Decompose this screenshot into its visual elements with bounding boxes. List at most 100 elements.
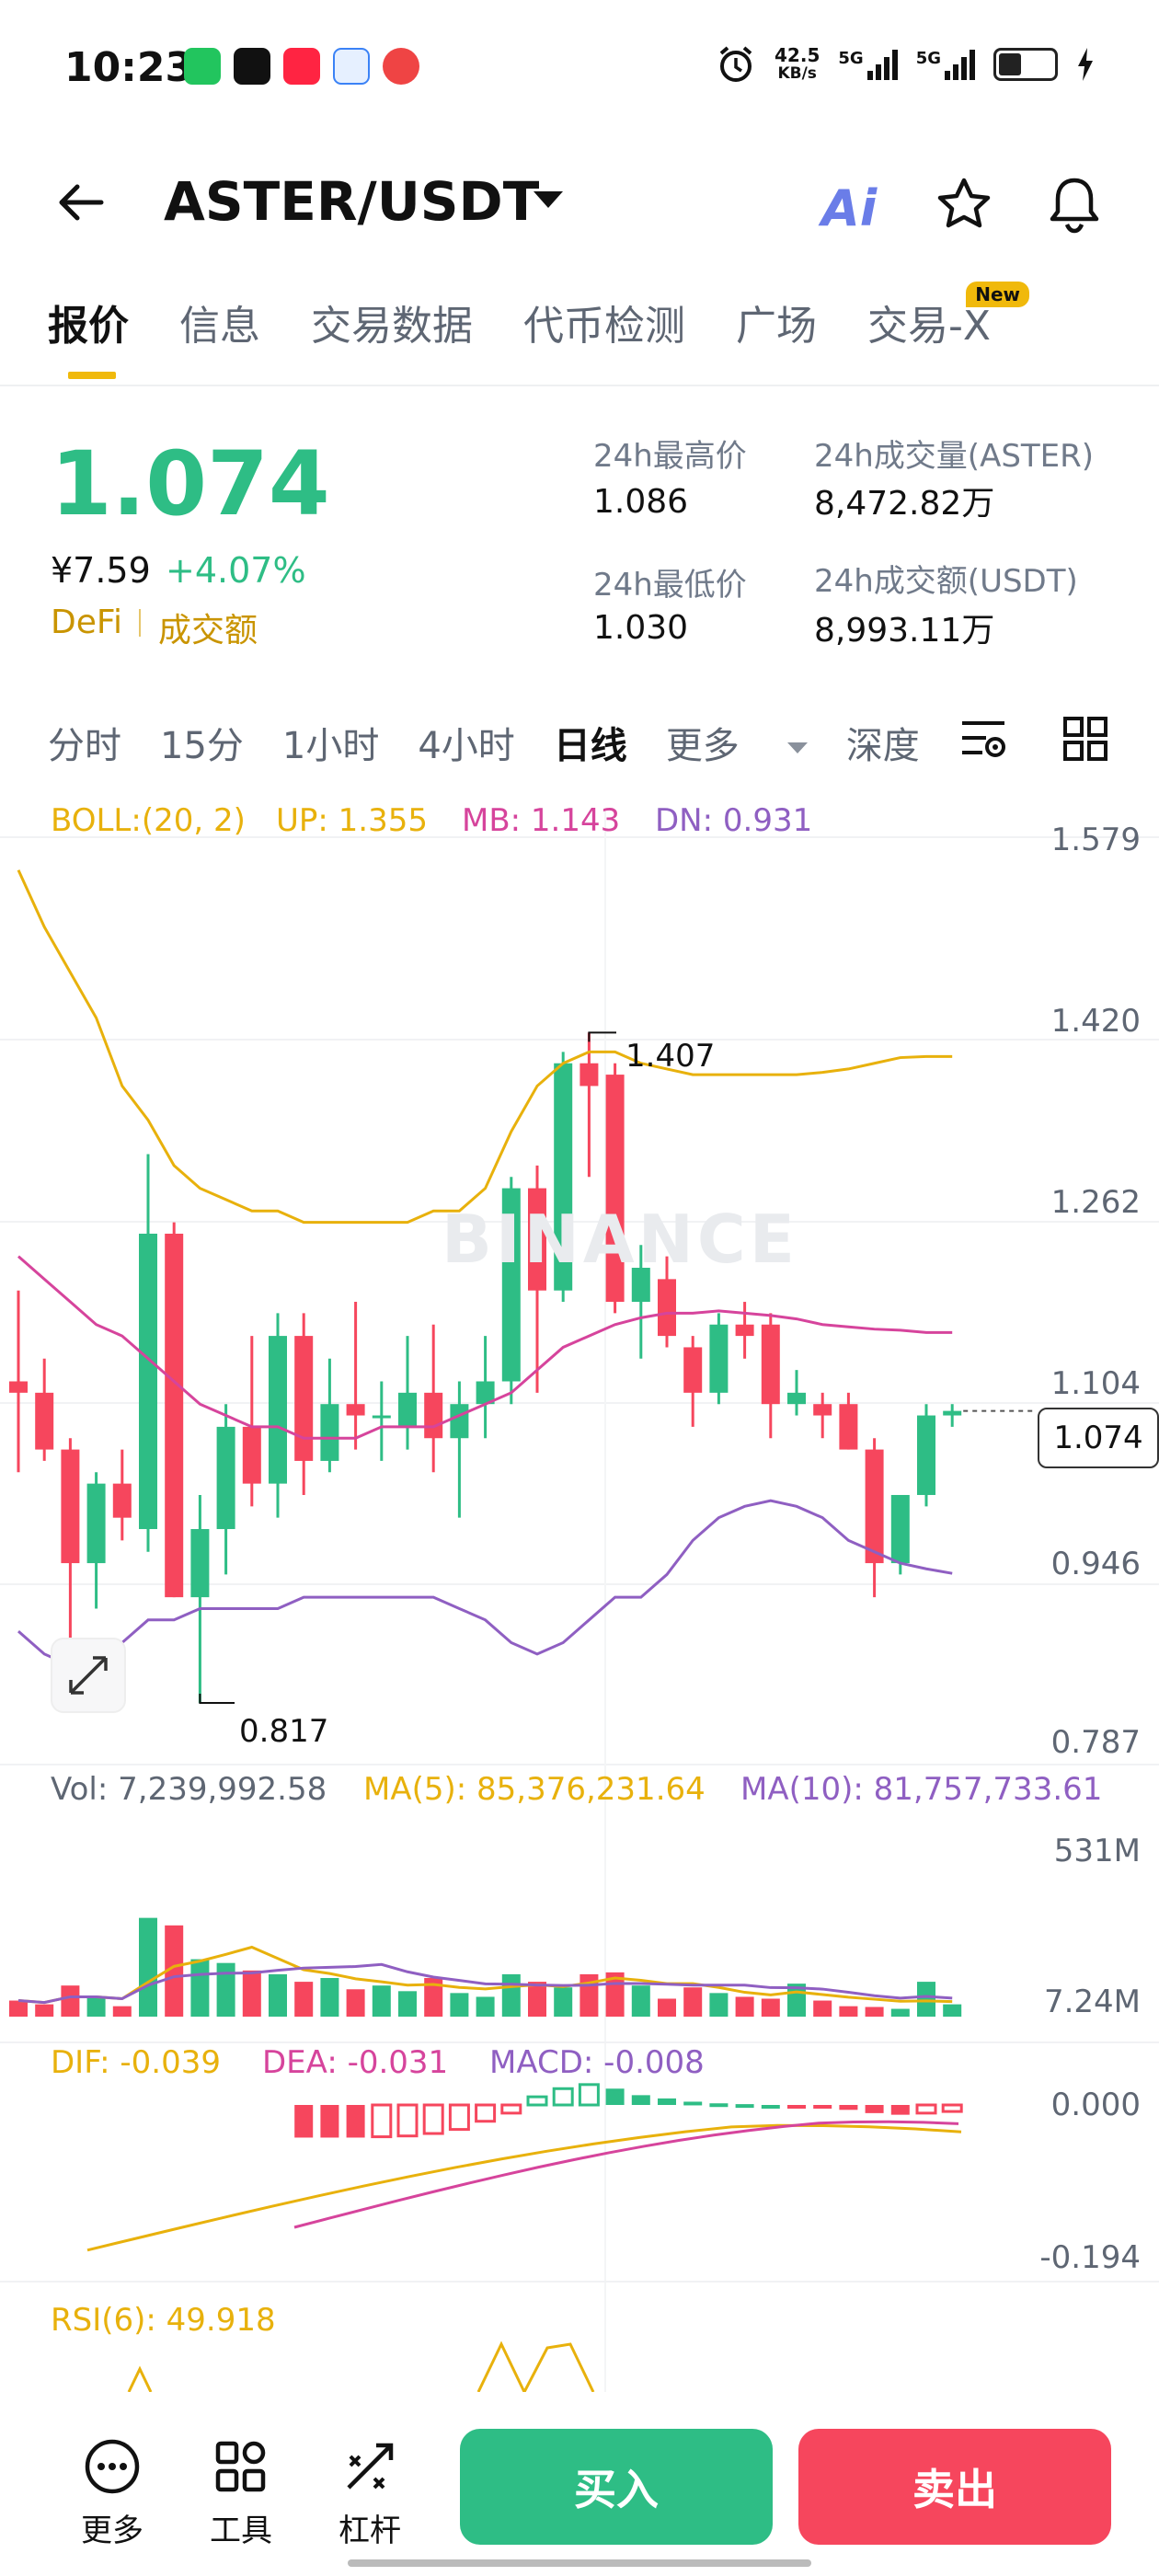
buy-button[interactable]: 买入 (460, 2429, 773, 2545)
tab-token-check[interactable]: 代币检测 (523, 303, 685, 350)
candle-body (683, 1347, 703, 1393)
period-more[interactable]: 更多 (666, 716, 808, 769)
tab-trading-data[interactable]: 交易数据 (311, 303, 473, 350)
candle-body (61, 1449, 80, 1564)
signal-2: 5G (916, 49, 975, 80)
candle-body (112, 1483, 132, 1518)
signal-bars-icon (945, 49, 975, 80)
favorite-star-icon[interactable] (934, 175, 994, 236)
chevron-down-icon (786, 742, 808, 753)
new-badge: New (966, 282, 1030, 307)
macd-histogram-bar (396, 2103, 419, 2138)
vol-axis-label: 7.24M (1043, 1984, 1141, 2020)
price-axis-label: 1.262 (1050, 1184, 1141, 1221)
period-1d[interactable]: 日线 (553, 725, 627, 767)
macd-histogram-bar (787, 2105, 806, 2109)
candle-body (398, 1392, 417, 1427)
cny-price: ¥7.59 (51, 550, 151, 591)
candle-body (320, 1404, 339, 1461)
ai-icon[interactable]: Ai (821, 179, 878, 237)
macd-axis-label: -0.194 (1039, 2239, 1141, 2276)
pair-dropdown-icon[interactable] (534, 191, 563, 208)
candle-body (787, 1392, 806, 1405)
macd-histogram-bar (890, 2105, 910, 2115)
layout-grid-icon[interactable] (1062, 716, 1108, 762)
alarm-icon (719, 46, 752, 82)
macd-histogram-bar (941, 2103, 963, 2113)
status-app-icons (184, 48, 419, 85)
home-indicator (348, 2559, 811, 2567)
bell-icon[interactable] (1044, 173, 1105, 237)
signal-bars-icon (866, 49, 898, 80)
tab-trade-x[interactable]: 交易-X New (867, 282, 1030, 351)
pair-title[interactable]: ASTER/USDT (164, 170, 540, 233)
leverage-button[interactable]: 杠杆 (324, 2436, 416, 2550)
kline-chart[interactable] (0, 0, 1159, 2392)
candle-body (476, 1381, 495, 1405)
vol-legend: Vol: 7,239,992.58 (51, 1771, 327, 1808)
status-time: 10:23 (64, 44, 194, 91)
tab-quote[interactable]: 报价 (48, 293, 129, 379)
charging-icon (1078, 48, 1093, 81)
volume-bar (658, 1998, 676, 2017)
back-arrow-icon[interactable] (53, 175, 109, 230)
period-15m[interactable]: 15分 (160, 725, 244, 767)
period-depth[interactable]: 深度 (845, 725, 920, 767)
low-value: 1.030 (593, 609, 689, 647)
volume-bar (139, 1917, 157, 2017)
price-axis-label: 0.787 (1050, 1724, 1141, 1761)
macd-histogram-bar (631, 2095, 650, 2105)
expand-chart-button[interactable] (51, 1638, 126, 1713)
volume-bar (813, 2000, 832, 2017)
candle-body (190, 1529, 210, 1598)
volume-bar (631, 1985, 650, 2017)
wechat-icon (184, 48, 221, 85)
boll-legend-up: UP: 1.355 (276, 802, 428, 839)
candle-body (839, 1404, 858, 1450)
tab-square[interactable]: 广场 (736, 303, 817, 350)
candle-body (86, 1483, 106, 1564)
volume-bar (320, 1978, 339, 2017)
tab-info[interactable]: 信息 (179, 303, 260, 350)
macd-histogram-bar (371, 2103, 393, 2139)
macd-dif-line (86, 2123, 962, 2252)
macd-dea-legend: DEA: -0.031 (262, 2044, 449, 2081)
expand-icon (69, 1656, 108, 1695)
macd-histogram-bar (526, 2095, 548, 2107)
candle-body (294, 1336, 314, 1461)
volume-bar (450, 1993, 469, 2017)
macd-histogram-bar (813, 2105, 832, 2109)
leverage-icon (347, 2443, 394, 2490)
candle-body (242, 1426, 261, 1484)
volume-bar (943, 2004, 962, 2017)
boll-upper-line (17, 869, 953, 1225)
period-timeline[interactable]: 分时 (48, 725, 121, 767)
main-tabs: 报价 信息 交易数据 代币检测 广场 交易-X New (48, 282, 1041, 379)
binance-watermark: BINANCE (442, 1201, 798, 1278)
rsi-line (127, 2365, 153, 2392)
indicator-settings-icon[interactable] (958, 716, 1010, 764)
tools-button[interactable]: 工具 (195, 2436, 287, 2550)
price-axis-label: 1.579 (1050, 822, 1141, 858)
net-speed: 42.5 KB/s (775, 44, 820, 83)
candle-body (813, 1404, 832, 1416)
rsi-line (476, 2340, 595, 2392)
sell-button[interactable]: 卖出 (798, 2429, 1111, 2545)
battery-icon (993, 48, 1058, 81)
volume-bar (890, 2008, 910, 2017)
macd-histogram-bar (346, 2105, 365, 2138)
marker-high-label: 1.407 (625, 1038, 716, 1075)
volume-bar (476, 1996, 495, 2017)
tag-defi[interactable]: DeFi (51, 604, 122, 641)
turnover-label: 24h成交额(USDT) (814, 563, 1078, 600)
candle-body (631, 1268, 650, 1303)
volume-bar (294, 1982, 314, 2017)
marker-high-leader (588, 1031, 616, 1042)
period-1h[interactable]: 1小时 (281, 725, 380, 767)
navigation-app-icon (234, 48, 270, 85)
candle-body (580, 1063, 599, 1087)
tag-turnover[interactable]: 成交额 (158, 612, 258, 650)
volume-bar (501, 1973, 521, 2017)
period-4h[interactable]: 4小时 (418, 725, 515, 767)
more-button[interactable]: 更多 (66, 2436, 158, 2550)
